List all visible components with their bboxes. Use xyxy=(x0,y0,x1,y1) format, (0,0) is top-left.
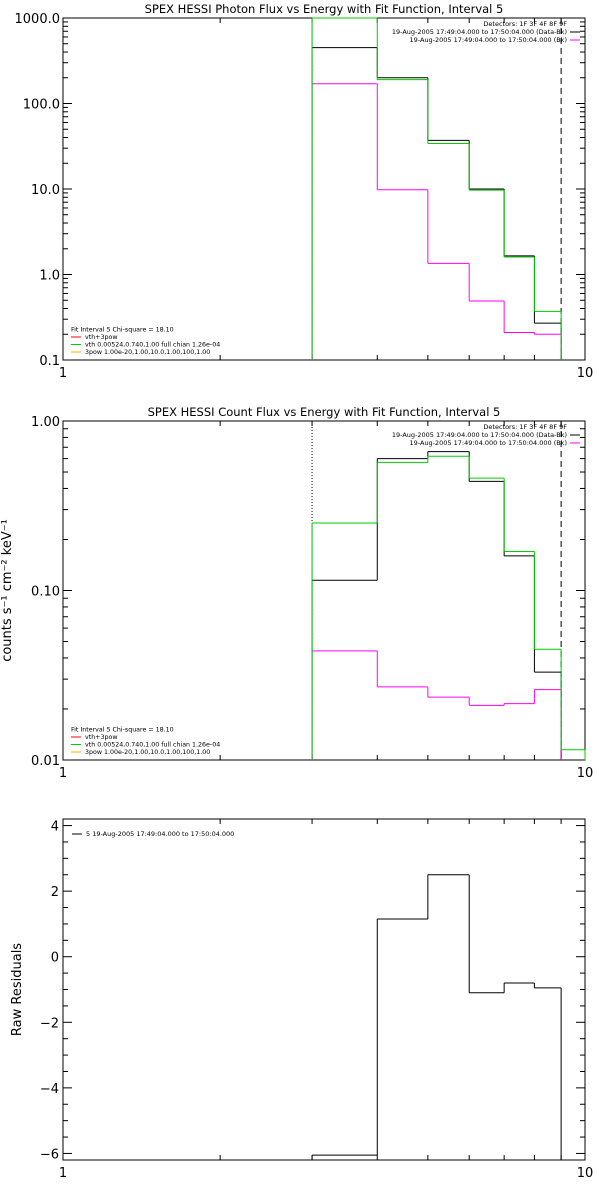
chart-panel-2: SPEX HESSI Count Flux vs Energy with Fit… xyxy=(0,405,593,781)
y-tick-label: 1000.0 xyxy=(15,12,61,27)
series-bk xyxy=(311,83,562,360)
y-tick-label: 0.10 xyxy=(31,585,60,600)
y-tick-label: −6 xyxy=(40,1147,59,1162)
legend-entry: 19-Aug-2005 17:49:04.000 to 17:50:04.000… xyxy=(392,28,567,36)
y-axis-label: Raw Residuals xyxy=(10,943,25,1036)
legend-entry: 19-Aug-2005 17:49:04.000 to 17:50:04.000… xyxy=(410,36,567,44)
chart-panel-1: SPEX HESSI Photon Flux vs Energy with Fi… xyxy=(15,2,594,381)
series-data-bk xyxy=(311,47,562,360)
plot-frame xyxy=(62,420,586,761)
y-tick-label: 1.00 xyxy=(31,415,60,430)
y-tick-label: 4 xyxy=(51,820,59,835)
fit-legend-entry: 3pow 1.00e-20,1.00,10.0,1.00,100,1.00 xyxy=(85,749,210,756)
legend-entry: Detectors: 1F 3F 4F 8F 9F xyxy=(483,20,567,28)
y-tick-label: −2 xyxy=(40,1016,59,1031)
plot-frame xyxy=(62,17,586,361)
x-tick-label: 10 xyxy=(577,1166,594,1181)
y-tick-label: 2 xyxy=(51,885,59,900)
chart-panel-3: 1 10 −6 −4 −2 0 2 4 Raw Residuals 5 19-Aug-2005 1… xyxy=(10,818,594,1181)
y-tick-label: 1.0 xyxy=(39,269,60,284)
fit-info: Fit Interval 5 Chi-square = 18.10 xyxy=(71,727,174,734)
fit-legend-entry: vth+3pow xyxy=(85,334,117,341)
series-vth xyxy=(311,455,586,760)
fit-legend-entry: 3pow 1.00e-20,1.00,10.0,1.00,100,1.00 xyxy=(85,349,210,356)
y-tick-label: 100.0 xyxy=(23,98,60,113)
x-tick-label: 1 xyxy=(59,366,67,381)
fit-legend-entry: vth 0.00524,0.740,1.00 full chian 1.26e-… xyxy=(85,342,220,349)
y-tick-label: 10.0 xyxy=(31,183,60,198)
legend-entry: 5 19-Aug-2005 17:49:04.000 to 17:50:04.0… xyxy=(86,830,234,838)
x-tick-label: 10 xyxy=(577,766,594,781)
fit-legend-entry: vth+3pow xyxy=(85,734,117,741)
y-tick-label: 0.1 xyxy=(39,354,60,369)
legend-entry: 19-Aug-2005 17:49:04.000 to 17:50:04.000… xyxy=(410,439,567,447)
legend-entry: Detectors: 1F 3F 4F 8F 9F xyxy=(483,423,567,431)
series-vth xyxy=(311,17,562,360)
y-tick-label: 0.01 xyxy=(31,754,60,769)
series-data-bk xyxy=(311,451,562,760)
x-tick-label: 1 xyxy=(59,766,67,781)
fit-info: Fit Interval 5 Chi-square = 18.10 xyxy=(71,327,174,334)
fit-legend-entry: vth 0.00524,0.740,1.00 full chian 1.26e-… xyxy=(85,742,220,749)
y-tick-label: −4 xyxy=(40,1082,59,1097)
y-tick-label: 0 xyxy=(51,951,59,966)
series-residuals xyxy=(311,874,562,1160)
chart-title: SPEX HESSI Count Flux vs Energy with Fit… xyxy=(148,405,501,419)
series-bk xyxy=(311,650,562,760)
chart-title: SPEX HESSI Photon Flux vs Energy with Fi… xyxy=(145,2,504,16)
legend-entry: 19-Aug-2005 17:49:04.000 to 17:50:04.000… xyxy=(392,431,567,439)
x-tick-label: 1 xyxy=(59,1166,67,1181)
x-tick-label: 10 xyxy=(577,366,594,381)
plot-frame xyxy=(62,818,586,1161)
y-axis-label: counts s⁻¹ cm⁻² keV⁻¹ xyxy=(0,519,15,662)
